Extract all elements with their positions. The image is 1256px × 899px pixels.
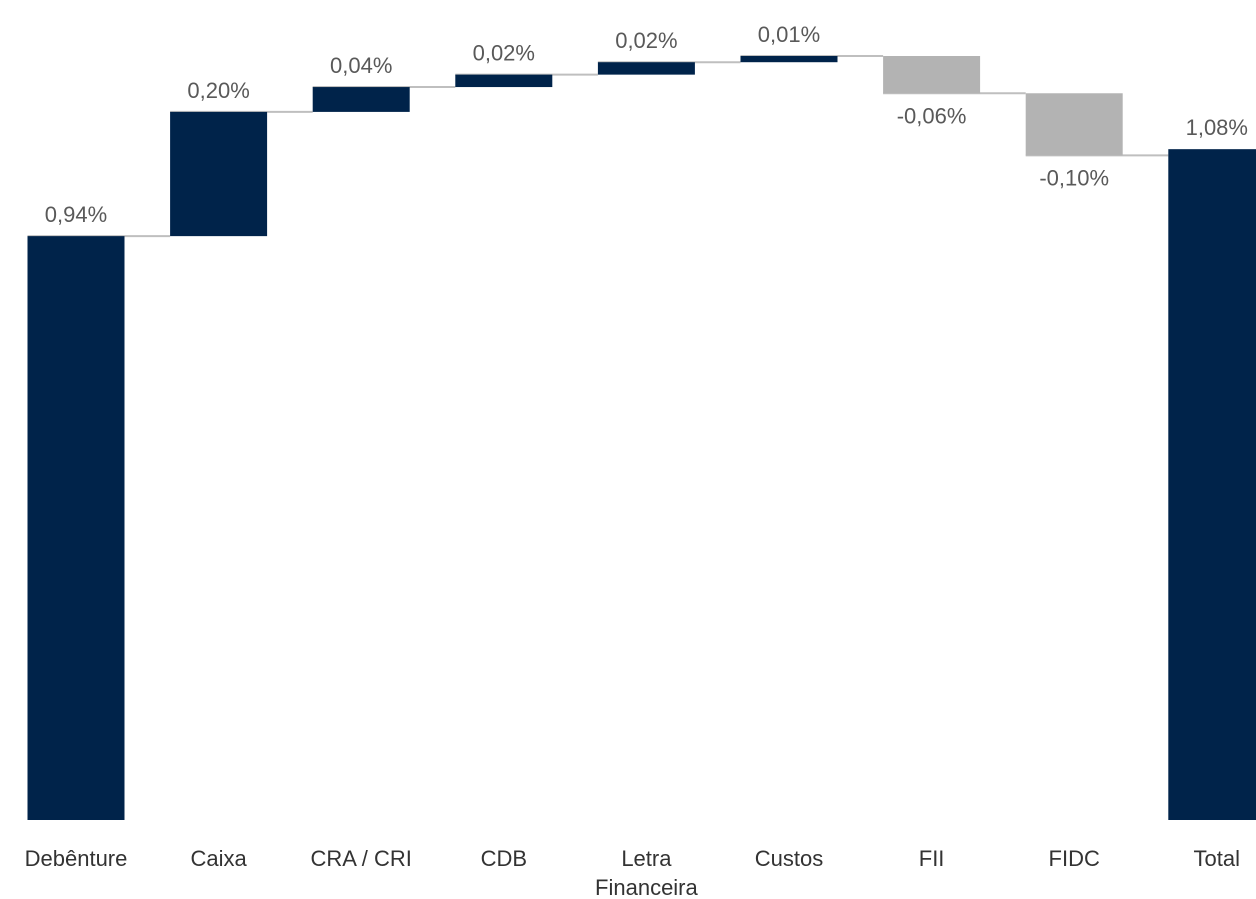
category-label: Caixa <box>190 846 247 871</box>
category-label: Custos <box>755 846 823 871</box>
bar <box>455 74 553 88</box>
bar <box>1168 149 1256 821</box>
value-label: -0,06% <box>897 103 967 128</box>
category-label: FIDC <box>1049 846 1100 871</box>
value-label: 0,04% <box>330 53 392 78</box>
bar <box>883 56 981 94</box>
category-label: Letra Financeira <box>595 846 698 899</box>
bar <box>312 87 410 112</box>
bar <box>740 56 838 63</box>
value-label: 0,02% <box>473 41 535 66</box>
value-label: -0,10% <box>1039 165 1109 190</box>
value-label: 1,08% <box>1186 115 1248 140</box>
value-label: 0,01% <box>758 22 820 47</box>
bar <box>597 62 695 75</box>
value-label: 0,02% <box>615 28 677 53</box>
category-label: Debênture <box>25 846 128 871</box>
bar <box>1025 93 1123 156</box>
bar <box>27 236 125 821</box>
category-label: CDB <box>481 846 527 871</box>
category-label: CRA / CRI <box>310 846 411 871</box>
value-label: 0,20% <box>187 78 249 103</box>
bar <box>170 111 268 237</box>
category-label: FII <box>919 846 945 871</box>
value-label: 0,94% <box>45 202 107 227</box>
category-label: Total <box>1194 846 1240 871</box>
